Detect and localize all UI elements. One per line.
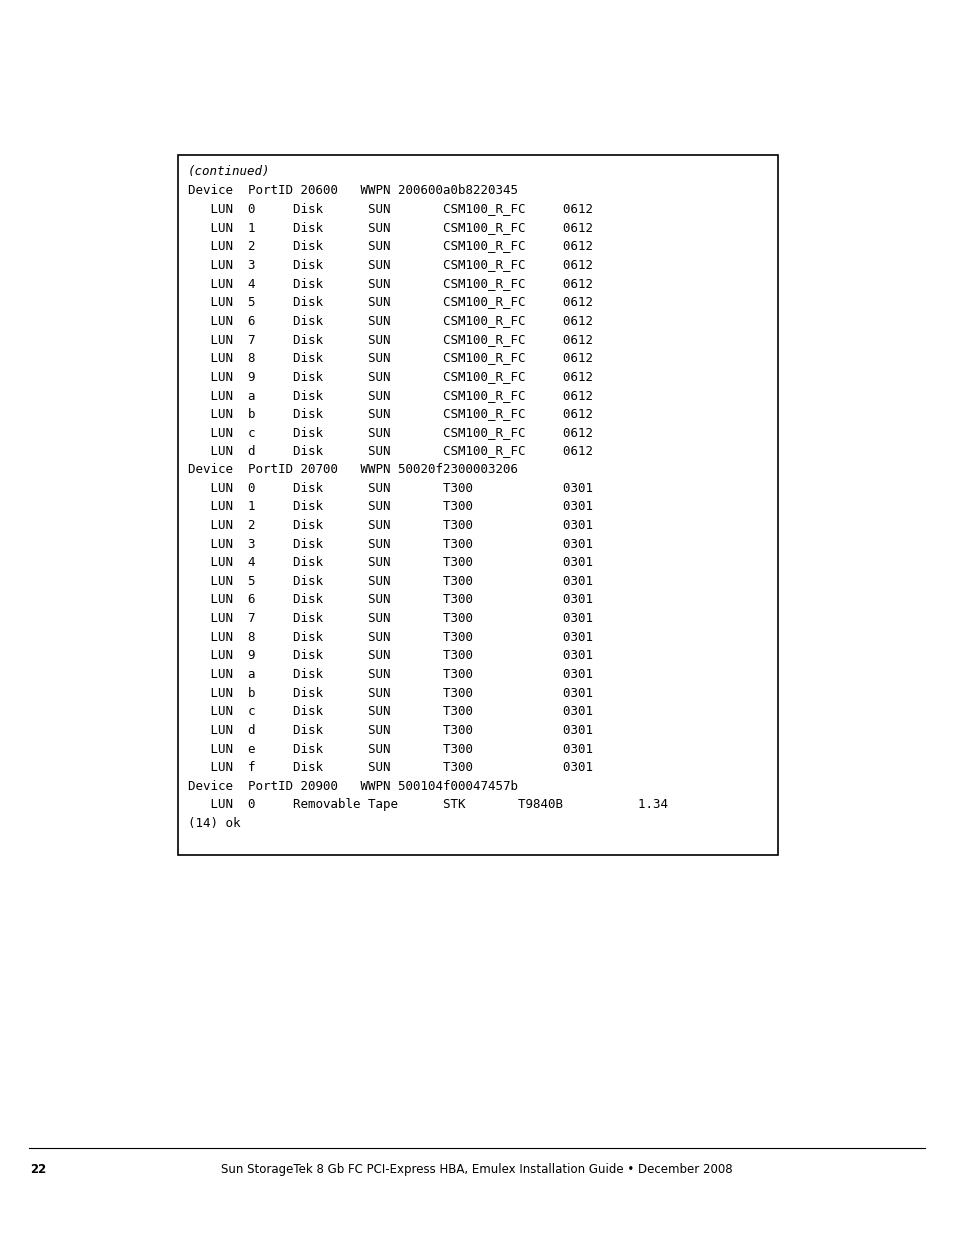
Text: LUN  7     Disk      SUN       T300            0301: LUN 7 Disk SUN T300 0301 bbox=[188, 613, 593, 625]
Text: LUN  5     Disk      SUN       T300            0301: LUN 5 Disk SUN T300 0301 bbox=[188, 574, 593, 588]
Text: Sun StorageTek 8 Gb FC PCI-Express HBA, Emulex Installation Guide • December 200: Sun StorageTek 8 Gb FC PCI-Express HBA, … bbox=[221, 1163, 732, 1176]
Text: LUN  1     Disk      SUN       T300            0301: LUN 1 Disk SUN T300 0301 bbox=[188, 500, 593, 514]
Text: LUN  7     Disk      SUN       CSM100_R_FC     0612: LUN 7 Disk SUN CSM100_R_FC 0612 bbox=[188, 332, 593, 346]
Text: (continued): (continued) bbox=[188, 165, 271, 178]
Text: LUN  0     Removable Tape      STK       T9840B          1.34: LUN 0 Removable Tape STK T9840B 1.34 bbox=[188, 798, 667, 811]
Text: LUN  a     Disk      SUN       T300            0301: LUN a Disk SUN T300 0301 bbox=[188, 668, 593, 680]
Text: LUN  2     Disk      SUN       T300            0301: LUN 2 Disk SUN T300 0301 bbox=[188, 519, 593, 532]
Text: LUN  4     Disk      SUN       T300            0301: LUN 4 Disk SUN T300 0301 bbox=[188, 556, 593, 569]
Text: LUN  9     Disk      SUN       T300            0301: LUN 9 Disk SUN T300 0301 bbox=[188, 650, 593, 662]
Text: LUN  0     Disk      SUN       T300            0301: LUN 0 Disk SUN T300 0301 bbox=[188, 482, 593, 495]
Text: LUN  b     Disk      SUN       CSM100_R_FC     0612: LUN b Disk SUN CSM100_R_FC 0612 bbox=[188, 408, 593, 420]
Text: LUN  a     Disk      SUN       CSM100_R_FC     0612: LUN a Disk SUN CSM100_R_FC 0612 bbox=[188, 389, 593, 401]
Text: Device  PortID 20600   WWPN 200600a0b8220345: Device PortID 20600 WWPN 200600a0b822034… bbox=[188, 184, 517, 196]
Text: LUN  6     Disk      SUN       T300            0301: LUN 6 Disk SUN T300 0301 bbox=[188, 594, 593, 606]
Text: Device  PortID 20900   WWPN 500104f00047457b: Device PortID 20900 WWPN 500104f00047457… bbox=[188, 779, 517, 793]
Text: LUN  d     Disk      SUN       T300            0301: LUN d Disk SUN T300 0301 bbox=[188, 724, 593, 737]
Text: LUN  3     Disk      SUN       T300            0301: LUN 3 Disk SUN T300 0301 bbox=[188, 537, 593, 551]
Text: LUN  3     Disk      SUN       CSM100_R_FC     0612: LUN 3 Disk SUN CSM100_R_FC 0612 bbox=[188, 258, 593, 272]
Text: LUN  8     Disk      SUN       CSM100_R_FC     0612: LUN 8 Disk SUN CSM100_R_FC 0612 bbox=[188, 351, 593, 364]
Text: LUN  c     Disk      SUN       T300            0301: LUN c Disk SUN T300 0301 bbox=[188, 705, 593, 719]
Text: LUN  8     Disk      SUN       T300            0301: LUN 8 Disk SUN T300 0301 bbox=[188, 631, 593, 643]
Bar bbox=[178, 156, 778, 855]
Text: LUN  6     Disk      SUN       CSM100_R_FC     0612: LUN 6 Disk SUN CSM100_R_FC 0612 bbox=[188, 314, 593, 327]
Text: LUN  9     Disk      SUN       CSM100_R_FC     0612: LUN 9 Disk SUN CSM100_R_FC 0612 bbox=[188, 370, 593, 383]
Text: LUN  5     Disk      SUN       CSM100_R_FC     0612: LUN 5 Disk SUN CSM100_R_FC 0612 bbox=[188, 295, 593, 309]
Text: LUN  4     Disk      SUN       CSM100_R_FC     0612: LUN 4 Disk SUN CSM100_R_FC 0612 bbox=[188, 277, 593, 290]
Text: LUN  c     Disk      SUN       CSM100_R_FC     0612: LUN c Disk SUN CSM100_R_FC 0612 bbox=[188, 426, 593, 438]
Text: LUN  0     Disk      SUN       CSM100_R_FC     0612: LUN 0 Disk SUN CSM100_R_FC 0612 bbox=[188, 203, 593, 215]
Text: (14) ok: (14) ok bbox=[188, 818, 240, 830]
Text: LUN  d     Disk      SUN       CSM100_R_FC     0612: LUN d Disk SUN CSM100_R_FC 0612 bbox=[188, 445, 593, 457]
Text: 22: 22 bbox=[30, 1163, 46, 1176]
Text: LUN  b     Disk      SUN       T300            0301: LUN b Disk SUN T300 0301 bbox=[188, 687, 593, 700]
Text: LUN  e     Disk      SUN       T300            0301: LUN e Disk SUN T300 0301 bbox=[188, 742, 593, 756]
Text: LUN  2     Disk      SUN       CSM100_R_FC     0612: LUN 2 Disk SUN CSM100_R_FC 0612 bbox=[188, 240, 593, 252]
Text: Device  PortID 20700   WWPN 50020f2300003206: Device PortID 20700 WWPN 50020f230000320… bbox=[188, 463, 517, 475]
Text: LUN  1     Disk      SUN       CSM100_R_FC     0612: LUN 1 Disk SUN CSM100_R_FC 0612 bbox=[188, 221, 593, 233]
Text: LUN  f     Disk      SUN       T300            0301: LUN f Disk SUN T300 0301 bbox=[188, 761, 593, 774]
